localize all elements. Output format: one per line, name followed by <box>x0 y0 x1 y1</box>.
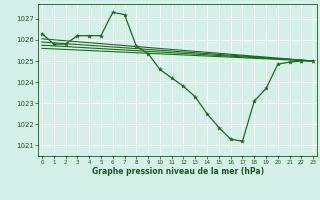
X-axis label: Graphe pression niveau de la mer (hPa): Graphe pression niveau de la mer (hPa) <box>92 167 264 176</box>
